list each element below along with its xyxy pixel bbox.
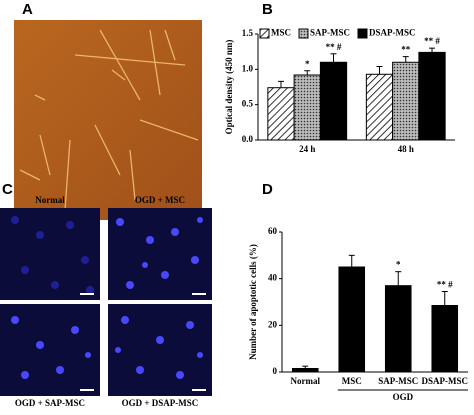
bar <box>291 368 319 373</box>
y-tick-label: 40 <box>268 273 278 283</box>
x-tick-label: MSC <box>342 376 362 386</box>
x-tick-label: SAP-MSC <box>378 376 418 386</box>
legend-label: DSAP-MSC <box>369 28 416 38</box>
bar <box>392 61 420 141</box>
panel-label: C <box>2 181 13 198</box>
image-caption: OGD + SAP-MSC <box>15 398 85 408</box>
x-tick-label: 24 h <box>299 144 315 154</box>
legend-label: SAP-MSC <box>310 28 350 38</box>
x-tick-label: DSAP-MSC <box>422 376 469 386</box>
y-tick-label: 0.5 <box>242 99 254 109</box>
y-tick-label: 0.0 <box>242 134 254 144</box>
y-tick-label: 0 <box>273 366 278 376</box>
y-tick-label: 20 <box>268 319 278 329</box>
legend-swatch <box>259 28 270 39</box>
bar <box>338 266 366 373</box>
legend-label: MSC <box>271 28 291 38</box>
panel-label: A <box>22 1 33 18</box>
x-tick-label: Normal <box>291 376 321 386</box>
image-caption: Normal <box>35 195 65 205</box>
panel-label: D <box>262 181 273 198</box>
image-caption: OGD + MSC <box>135 195 185 205</box>
bar <box>431 305 459 373</box>
significance-mark: * <box>305 59 310 69</box>
legend-swatch <box>298 28 309 39</box>
significance-mark: ** <box>401 45 411 55</box>
significance-mark: ** # <box>326 42 342 52</box>
y-axis-label: Optical density (450 nm) <box>224 40 234 135</box>
bar <box>319 61 348 141</box>
bar <box>418 51 446 141</box>
bar <box>384 285 412 373</box>
y-tick-label: 1.5 <box>242 28 254 38</box>
y-axis-label: Number of apoptotic cells (%) <box>248 244 258 360</box>
image-caption: OGD + DSAP-MSC <box>122 398 199 408</box>
significance-mark: * <box>396 260 401 270</box>
afm-image <box>14 20 202 220</box>
x-tick-label: 48 h <box>398 144 414 154</box>
bar <box>365 73 394 141</box>
significance-mark: ** # <box>424 36 440 46</box>
fluorescence-images <box>0 208 212 396</box>
y-tick-label: 1.0 <box>242 63 254 73</box>
bar <box>293 74 321 141</box>
significance-mark: ** # <box>437 280 453 290</box>
bar <box>267 87 295 141</box>
y-tick-label: 60 <box>268 226 278 236</box>
x-axis-label: OGD <box>393 392 414 402</box>
legend-swatch <box>357 28 368 39</box>
panel-label: B <box>262 1 273 18</box>
